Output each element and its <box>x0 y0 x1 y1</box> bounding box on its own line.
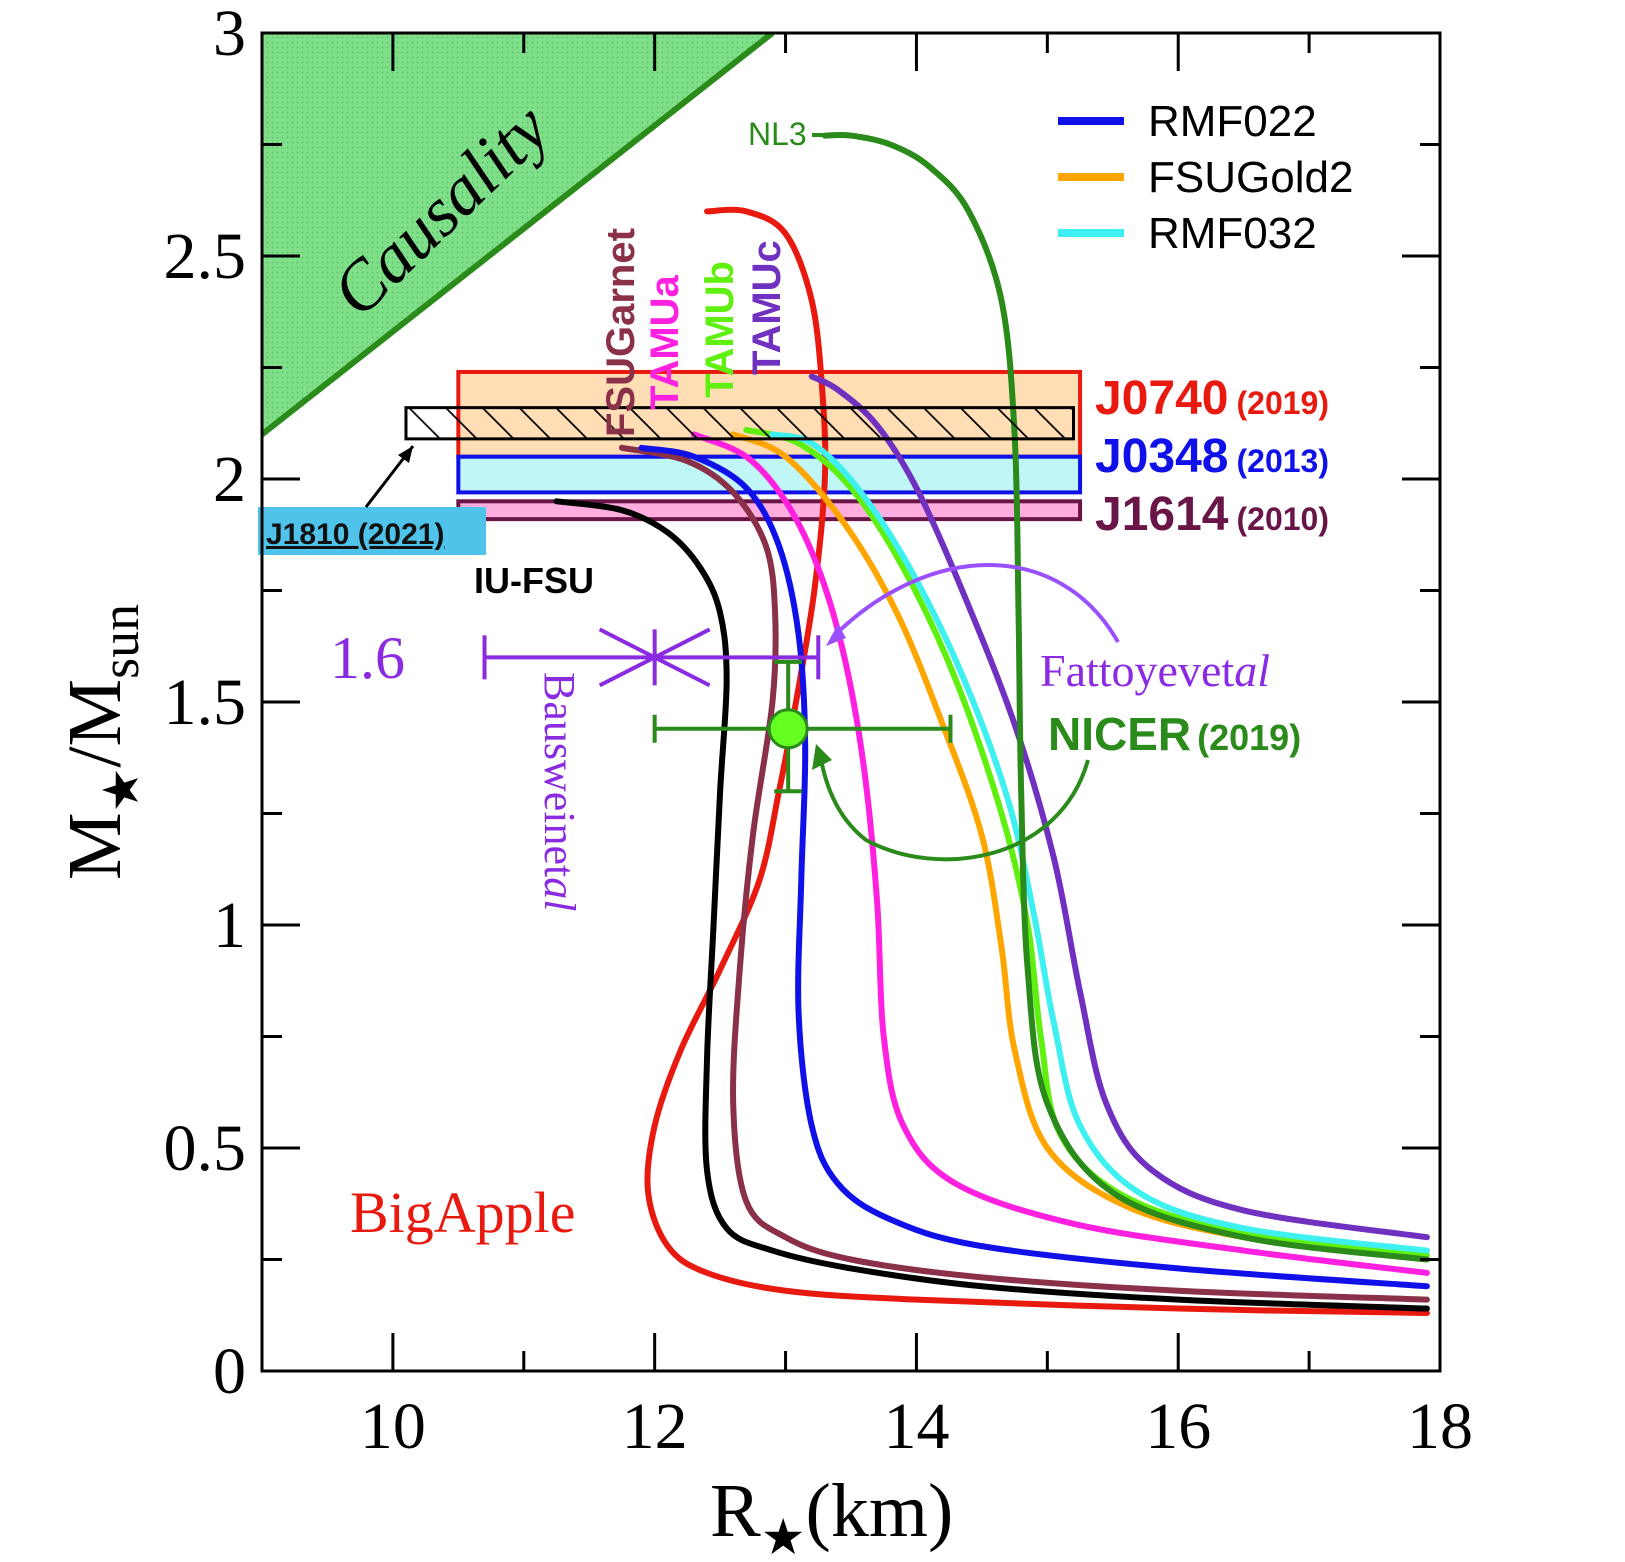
curve-nl3 <box>821 131 1430 1263</box>
fattoyev-label-name: Fattoyevet <box>1040 645 1234 696</box>
y-axis-label-mid: /M <box>53 679 137 768</box>
x-tick-label-16: 16 <box>1145 1390 1211 1463</box>
bauswein-label: Bausweinetal <box>535 672 584 912</box>
x-tick-label-10: 10 <box>360 1390 426 1463</box>
causality-edge <box>262 33 775 437</box>
curve-fsugarnet <box>618 444 1430 1303</box>
fattoyev-label-etal: al <box>1234 645 1270 696</box>
fattoyev-arrow <box>830 563 1120 643</box>
curve-tamua <box>690 431 1430 1276</box>
j1810-hatched-band <box>404 406 1076 441</box>
y-tick-label-0-5: 0.5 <box>164 1112 247 1185</box>
j1810-label: J1810 (2021) <box>266 518 444 551</box>
nicer-data-point <box>767 708 809 750</box>
eos-curves <box>553 131 1430 1317</box>
j1810-arrowhead <box>398 446 413 463</box>
legend-label-rmf022: RMF022 <box>1148 97 1317 146</box>
x-axis-label-sub: ★ <box>761 1509 806 1562</box>
y-axis-label-sub: sun <box>90 604 150 679</box>
curve-iu-fsu <box>553 498 1430 1312</box>
axis-ticks <box>260 31 1442 1373</box>
legend: RMF022 FSUGold2 RMF032 <box>1058 97 1353 258</box>
curve-fsugold2 <box>730 431 1430 1263</box>
curve-label-tamua: TAMUa <box>643 274 687 410</box>
bauswein-label-etal: al <box>535 877 584 911</box>
y-tick-label-2-5: 2.5 <box>164 220 247 293</box>
y-tick-label-1: 1 <box>213 889 246 962</box>
x-axis-label: R★(km) <box>710 1469 953 1562</box>
curve-label-iu-fsu: IU-FSU <box>474 560 594 601</box>
curve-rmf022 <box>638 444 1430 1290</box>
band-name-j0740: J0740 <box>1095 372 1228 425</box>
bauswein-label-name: Bausweinet <box>535 672 584 877</box>
legend-label-fsugold2: FSUGold2 <box>1148 153 1353 202</box>
nicer-label: NICER (2019) <box>1048 708 1301 760</box>
nicer-label-name: NICER <box>1048 708 1191 760</box>
band-label-j0348: J0348 (2013) <box>1095 430 1329 483</box>
curve-label-nl3: NL3 <box>748 116 807 152</box>
axis-tick-labels: 10 12 14 16 18 0 0.5 1 1.5 2 2.5 3 <box>164 0 1474 1463</box>
fattoyev-arrowhead <box>826 624 846 646</box>
band-label-j0740: J0740 (2019) <box>1095 372 1329 425</box>
band-label-j1614: J1614 (2010) <box>1095 488 1329 541</box>
x-tick-label-12: 12 <box>622 1390 688 1463</box>
curve-label-bigapple: BigApple <box>350 1180 576 1245</box>
legend-label-rmf032: RMF032 <box>1148 209 1317 258</box>
y-axis-label-star: ★ <box>93 768 149 813</box>
band-year-j0348: (2013) <box>1236 443 1329 479</box>
x-axis-label-main: R <box>710 1469 761 1553</box>
nicer-arrowhead <box>812 744 832 770</box>
y-tick-label-3: 3 <box>213 0 246 70</box>
x-tick-label-18: 18 <box>1407 1390 1473 1463</box>
curve-rmf032 <box>769 431 1430 1254</box>
y-axis-label-main: M <box>53 812 137 880</box>
fattoyev-label: Fattoyevetal <box>1040 645 1270 696</box>
y-axis-label: M★/Msun <box>53 604 150 880</box>
j1810-label-box <box>258 507 486 555</box>
bauswein-star-marker <box>598 627 711 688</box>
x-tick-label-14: 14 <box>883 1390 949 1463</box>
x-axis-label-unit: (km) <box>806 1469 954 1553</box>
curve-label-tamuc: TAMUc <box>745 240 789 375</box>
band-name-j1614: J1614 <box>1095 488 1229 541</box>
band-year-j0740: (2019) <box>1236 385 1329 421</box>
curve-tamub <box>743 426 1430 1259</box>
band-name-j0348: J0348 <box>1095 430 1228 483</box>
y-tick-label-2: 2 <box>213 443 246 516</box>
bauswein-value-label: 1.6 <box>330 625 405 691</box>
curve-label-tamub: TAMUb <box>698 261 742 398</box>
y-tick-label-1-5: 1.5 <box>164 666 247 739</box>
nicer-arrow <box>818 753 1090 862</box>
nicer-label-year: (2019) <box>1197 717 1301 758</box>
y-tick-label-0: 0 <box>213 1335 246 1408</box>
curve-label-fsugarnet: FSUGarnet <box>599 228 643 437</box>
curve-bigapple <box>644 206 1430 1317</box>
band-year-j1614: (2010) <box>1236 501 1329 537</box>
nicer-errorbar-caps <box>652 659 953 794</box>
